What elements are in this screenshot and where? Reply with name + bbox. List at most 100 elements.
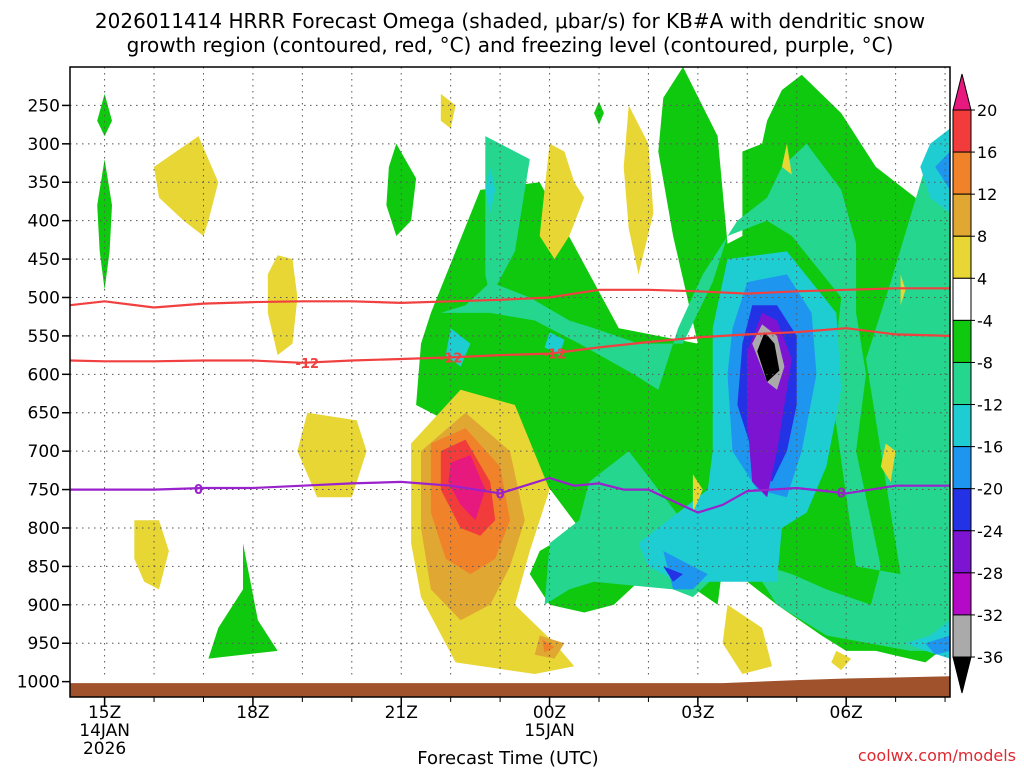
y-tick-label: 300: [28, 135, 60, 155]
omega-region-13: [920, 128, 950, 213]
y-tick-label: 900: [28, 596, 60, 616]
contour-label: -12: [296, 357, 320, 372]
omega-region-5: [594, 101, 604, 125]
y-tick-label: 1000: [17, 673, 60, 693]
omega-region-17: [935, 151, 950, 190]
y-tick-label: 400: [28, 212, 60, 232]
omega-shading: [97, 67, 950, 674]
omega-region-27: [134, 520, 169, 590]
x-tick-label: 00Z: [533, 703, 566, 723]
colorbar-swatch: [952, 530, 972, 574]
colorbar-legend: 20 16 12 8 4 -4 -8 -12 -16 -20 -24 -28 -32 -36: [952, 73, 1003, 694]
colorbar-swatch: [952, 277, 972, 321]
omega-region-8: [485, 166, 496, 213]
omega-region-4: [208, 543, 278, 659]
colorbar-swatch: [952, 446, 972, 490]
colorbar-swatch: [952, 404, 972, 448]
colorbar-swatch: [952, 109, 972, 153]
omega-region-2: [386, 143, 417, 236]
omega-region-32: [880, 443, 896, 482]
colorbar-label: -24: [977, 522, 1003, 541]
colorbar-label: -32: [977, 606, 1003, 625]
y-tick-label: 500: [28, 288, 60, 308]
x-tick-label: 06Z: [830, 703, 863, 723]
colorbar-label: 8: [977, 227, 987, 246]
x-tick-label: 15JAN: [524, 721, 575, 741]
title-line-2: growth region (contoured, red, °C) and f…: [127, 33, 894, 57]
omega-region-6: [485, 136, 530, 298]
colorbar-label: 16: [977, 143, 997, 162]
colorbar-top-arrow: [952, 73, 972, 111]
colorbar-swatch: [952, 151, 972, 195]
contour-label: 0: [837, 487, 846, 502]
contour-line-0: [70, 287, 950, 309]
colorbar-swatch: [952, 572, 972, 616]
omega-region-23: [154, 136, 219, 236]
chart-title: 2026011414 HRRR Forecast Omega (shaded, …: [95, 9, 925, 57]
x-axis-title: Forecast Time (UTC): [417, 748, 598, 768]
x-tick-label: 2026: [83, 739, 126, 759]
colorbar-label: -4: [977, 311, 993, 330]
x-tick-label: 03Z: [681, 703, 714, 723]
y-axis-pressure: 250 300 350 400 450 500 550 600 650 700 750 800 850 9…: [17, 96, 70, 693]
ground-surface: [70, 676, 950, 697]
colorbar-swatch: [952, 614, 972, 658]
colorbar-label: -8: [977, 353, 993, 372]
omega-region-24: [267, 255, 298, 356]
plot-grid: [70, 67, 950, 679]
temperature-contours: -12 -12 -12 0 0 0: [70, 287, 950, 514]
colorbar-label: 4: [977, 269, 987, 288]
x-tick-label: 21Z: [385, 703, 418, 723]
colorbar-label: -12: [977, 396, 1003, 415]
colorbar-label: 12: [977, 185, 997, 204]
omega-region-31: [722, 604, 772, 674]
omega-region-26: [297, 412, 367, 498]
credit-text: coolwx.com/models: [858, 746, 1016, 765]
colorbar-swatch: [952, 488, 972, 532]
y-tick-label: 600: [28, 365, 60, 385]
colorbar-swatch: [952, 361, 972, 406]
y-tick-label: 650: [28, 404, 60, 424]
x-tick-label: 15Z: [88, 703, 121, 723]
colorbar-label: -20: [977, 480, 1003, 499]
contour-label: -12: [439, 351, 463, 366]
y-tick-label: 800: [28, 519, 60, 539]
omega-region-22: [757, 332, 780, 382]
contour-label: 0: [194, 483, 203, 498]
y-tick-label: 450: [28, 250, 60, 270]
omega-region-35: [831, 650, 852, 671]
omega-region-7: [440, 143, 950, 651]
ground-fill: [70, 676, 950, 697]
x-tick-label: 14JAN: [79, 721, 130, 741]
contour-line-2: [70, 476, 950, 514]
omega-region-29: [623, 105, 654, 275]
omega-region-36: [781, 143, 792, 175]
plot-frame: [69, 66, 951, 698]
y-tick-label: 850: [28, 557, 60, 577]
x-tick-label: 18Z: [236, 703, 269, 723]
y-tick-label: 750: [28, 481, 60, 501]
y-tick-label: 950: [28, 634, 60, 654]
y-tick-label: 250: [28, 96, 60, 116]
omega-region-40: [542, 639, 555, 653]
contour-label: 0: [496, 487, 505, 502]
omega-region-16: [925, 635, 950, 655]
y-tick-label: 700: [28, 442, 60, 462]
y-tick-label: 350: [28, 173, 60, 193]
y-tick-label: 550: [28, 327, 60, 347]
colorbar-bottom-arrow: [952, 656, 972, 694]
contour-label: -12: [543, 348, 567, 363]
contour-line-1: [70, 327, 950, 364]
colorbar-label: -28: [977, 564, 1003, 583]
title-line-1: 2026011414 HRRR Forecast Omega (shaded, …: [95, 9, 925, 33]
omega-region-25: [440, 93, 456, 129]
omega-region-28: [539, 143, 585, 260]
colorbar-swatch: [952, 235, 972, 279]
colorbar-label: 20: [977, 101, 997, 120]
colorbar-swatch: [952, 319, 972, 363]
omega-region-19: [663, 566, 683, 582]
colorbar-label: -16: [977, 438, 1003, 457]
